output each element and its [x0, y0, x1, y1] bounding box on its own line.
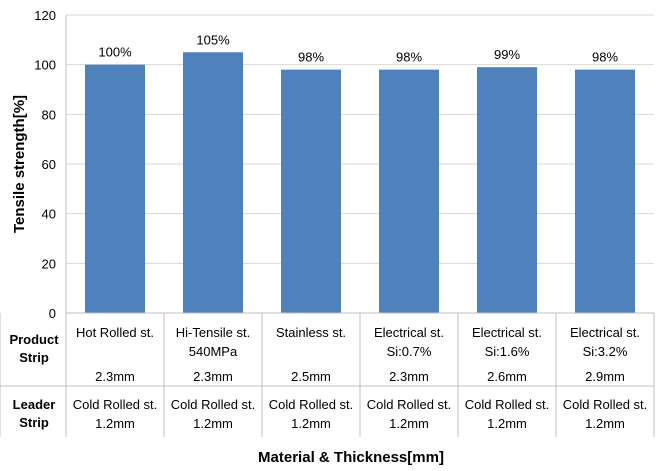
product-strip-cell: 540MPa	[189, 344, 238, 359]
data-label: 100%	[98, 45, 132, 60]
leader-strip-cell: Cold Rolled st.	[269, 397, 354, 412]
bar	[575, 69, 635, 313]
data-label: 98%	[396, 50, 422, 65]
leader-strip-cell: 1.2mm	[95, 416, 135, 431]
table-row-header: Strip	[19, 415, 49, 430]
leader-strip-cell: 1.2mm	[487, 416, 527, 431]
y-tick-label: 20	[42, 256, 56, 271]
y-tick-label: 100	[34, 58, 56, 73]
bar	[379, 69, 439, 313]
y-tick-label: 40	[42, 207, 56, 222]
category-table: Product Strip Leader Strip Hot Rolled st. 2.3…	[0, 15, 655, 437]
product-strip-cell: 2.3mm	[193, 369, 233, 384]
product-strip-cell: Hi-Tensile st.	[176, 325, 250, 340]
grid-lines	[66, 14, 654, 264]
product-strip-cell: 2.5mm	[291, 369, 331, 384]
product-strip-cell: Si:0.7%	[387, 344, 432, 359]
leader-strip-cell: Cold Rolled st.	[563, 397, 648, 412]
leader-strip-cell: 1.2mm	[193, 416, 233, 431]
product-strip-cell: Si:3.2%	[583, 344, 628, 359]
bar	[183, 52, 243, 313]
bar	[477, 67, 537, 314]
y-tick-label: 120	[34, 8, 56, 23]
product-strip-cell: Si:1.6%	[485, 344, 530, 359]
product-strip-cell: 2.9mm	[585, 369, 625, 384]
product-strip-cell: Electrical st.	[374, 325, 444, 340]
x-axis-title: Material & Thickness[mm]	[258, 449, 444, 466]
data-label: 105%	[196, 32, 230, 47]
leader-strip-cell: 1.2mm	[585, 416, 625, 431]
leader-strip-cell: 1.2mm	[389, 416, 429, 431]
leader-strip-cell: Cold Rolled st.	[73, 397, 158, 412]
bars	[85, 52, 635, 314]
table-row-header: Product	[9, 332, 59, 347]
y-tick-label: 60	[42, 157, 56, 172]
table-row-header: Leader	[13, 397, 56, 412]
product-strip-cell: 2.6mm	[487, 369, 527, 384]
data-labels: 100% 105% 98% 98% 99% 98%	[98, 32, 618, 64]
product-strip-cell: 2.3mm	[95, 369, 135, 384]
leader-strip-cell: Cold Rolled st.	[367, 397, 452, 412]
product-strip-cell: Hot Rolled st.	[76, 325, 154, 340]
data-label: 99%	[494, 47, 520, 62]
bar	[85, 64, 145, 314]
table-row-header: Strip	[19, 350, 49, 365]
product-strip-cell: 2.3mm	[389, 369, 429, 384]
leader-strip-cell: Cold Rolled st.	[465, 397, 550, 412]
product-strip-cell: Stainless st.	[276, 325, 346, 340]
bar	[281, 69, 341, 313]
data-label: 98%	[298, 50, 324, 65]
product-strip-cell: Electrical st.	[472, 325, 542, 340]
leader-strip-cell: 1.2mm	[291, 416, 331, 431]
data-label: 98%	[592, 50, 618, 65]
y-axis-ticks: 0 20 40 60 80 100 120	[34, 8, 56, 321]
leader-strip-cell: Cold Rolled st.	[171, 397, 256, 412]
y-axis-title: Tensile strength[%]	[11, 95, 28, 233]
y-tick-label: 80	[42, 107, 56, 122]
product-strip-cell: Electrical st.	[570, 325, 640, 340]
y-tick-label: 0	[49, 306, 56, 321]
